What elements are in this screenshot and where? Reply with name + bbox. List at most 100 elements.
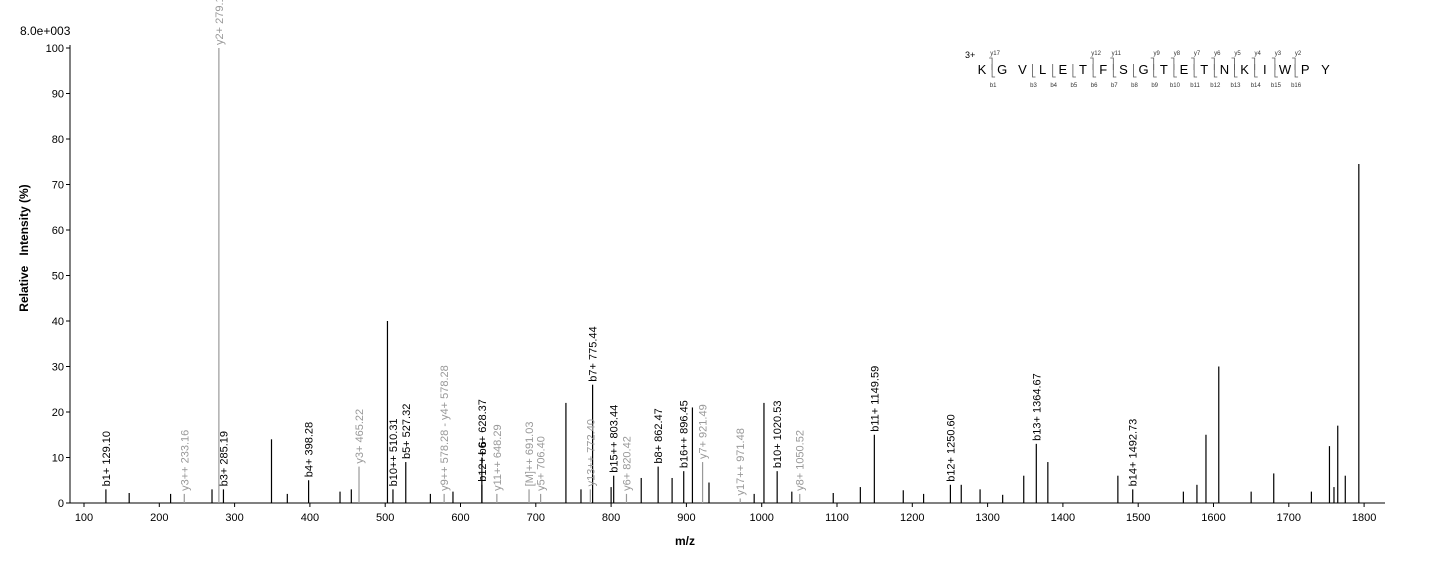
x-tick-label: 100 (75, 512, 93, 524)
peak-label: b5+ 527.32 (401, 404, 413, 459)
y-axis-title: Relative Intensity (%) (17, 184, 31, 311)
peak-label: y11++ 648.29 (492, 424, 504, 490)
peak-label: b1+ 129.10 (101, 431, 113, 486)
sequence-residue: V (1018, 62, 1027, 77)
peak-labels: b1+ 129.10 y3++ 233.16 y2+ 279.13 b3+ 285.1… (101, 0, 1140, 495)
sequence-residue: K (978, 62, 987, 77)
b-ion-label: b12 (1210, 83, 1221, 89)
peak-label: y5+ 706.40 (536, 436, 548, 491)
peak-label: b7+ 775.44 (588, 326, 600, 381)
y-ion-bracket (1090, 57, 1094, 70)
y-ion-bracket (1211, 57, 1215, 70)
sequence-residue: G (1139, 62, 1149, 77)
peak-label: b3+ 285.19 (218, 431, 230, 486)
peak-label: y3+ 465.22 (354, 409, 366, 464)
y-ion-label: y9 (1154, 51, 1161, 57)
b-ion-bracket (1052, 64, 1056, 78)
x-tick-label: 1500 (1126, 512, 1150, 524)
peak-label: y13++ 772.40 (585, 419, 597, 486)
y-ion-bracket (1170, 57, 1175, 70)
peak-label: b16++ 896.45 (679, 400, 691, 468)
peak-label: b14+ 1492.73 (1128, 419, 1140, 487)
peak-label: b10++ 510.31 (388, 418, 400, 486)
b-ion-label: b10 (1170, 83, 1181, 89)
y-tick-label: 40 (52, 316, 64, 328)
y-ion-label: y3 (1275, 51, 1282, 57)
sequence-residue: G (997, 62, 1007, 77)
peak-label: b12+ 1250.60 (945, 414, 957, 482)
x-axis-title: m/z (675, 534, 695, 548)
y-tick-label: 0 (58, 498, 64, 510)
x-tick-label: 900 (677, 512, 695, 524)
b-ion-bracket (1234, 64, 1238, 78)
peaks (105, 48, 1360, 503)
y-tick-label: 70 (52, 180, 64, 192)
sequence-residue: T (1200, 62, 1208, 77)
x-tick-label: 300 (225, 512, 243, 524)
y-tick-label: 10 (52, 453, 64, 465)
sequence-residue: W (1279, 62, 1292, 77)
y-tick-label: 100 (46, 43, 64, 55)
peak-label: b12++ 6 (477, 441, 489, 481)
b-ion-bracket (1173, 64, 1177, 78)
y-ion-label: y12 (1091, 51, 1101, 57)
x-tick-label: 700 (527, 512, 545, 524)
sequence-residue: F (1099, 62, 1107, 77)
x-tick-label: 800 (602, 512, 620, 524)
peak-label: b11+ 1149.59 (869, 366, 881, 432)
b-ion-bracket (991, 64, 996, 78)
b-ion-bracket (1153, 64, 1157, 78)
y-ion-label: y4 (1255, 51, 1262, 57)
peak-label: y17++ 971.48 (735, 428, 747, 495)
sequence-residue: T (1079, 62, 1087, 77)
x-tick-label: 200 (150, 512, 168, 524)
b-ion-label: b3 (1030, 83, 1037, 89)
b-ion-bracket (1112, 64, 1117, 78)
peak-label: b6+ 628.37 (477, 399, 489, 454)
b-ion-label: b8 (1131, 83, 1138, 89)
sequence-residue: E (1180, 62, 1189, 77)
y-ion-bracket (989, 57, 993, 70)
b-ion-label: b7 (1111, 83, 1118, 89)
x-tick-label: 1400 (1051, 512, 1075, 524)
x-tick-label: 500 (376, 512, 394, 524)
peak-label: y6+ 820.42 (621, 436, 633, 491)
peak-label: b4+ 398.28 (304, 422, 316, 477)
x-tick-label: 400 (301, 512, 319, 524)
sequence-residue: N (1220, 62, 1229, 77)
x-ticks: 100 200 300 400 500 600 700 800 900 1000 1100 1200 1… (75, 503, 1376, 524)
y-tick-label: 30 (52, 362, 64, 374)
sequence-residue: K (1240, 62, 1249, 77)
x-tick-label: 1100 (825, 512, 849, 524)
peak-label: b10+ 1020.53 (772, 401, 784, 469)
b-ion-label: b15 (1271, 83, 1282, 89)
y-tick-label: 20 (52, 407, 64, 419)
b-ion-bracket (1072, 64, 1076, 78)
sequence-residue: L (1039, 62, 1046, 77)
axes-layer (69, 45, 1385, 504)
b-ion-label: b14 (1251, 83, 1262, 89)
x-tick-label: 1600 (1201, 512, 1225, 524)
peak-label: y9++ 578.28 - y4+ 578.28 (439, 365, 451, 491)
sequence-residue: E (1058, 62, 1067, 77)
peak-label: b13+ 1364.67 (1031, 373, 1043, 441)
b-ion-label: b5 (1071, 83, 1078, 89)
y-ion-bracket (1292, 57, 1296, 70)
b-ion-bracket (1213, 64, 1218, 78)
peak-label: b15++ 803.44 (609, 405, 621, 473)
y-ion-bracket (1271, 57, 1276, 70)
b-ion-bracket (1294, 64, 1299, 78)
peak-label: b8+ 862.47 (653, 408, 665, 463)
b-ion-label: b11 (1190, 83, 1200, 89)
y-ion-label: y7 (1194, 51, 1201, 57)
x-tick-label: 1800 (1352, 512, 1376, 524)
b-ion-bracket (1092, 64, 1097, 78)
x-tick-label: 1300 (975, 512, 999, 524)
y-ion-label: y5 (1234, 51, 1241, 57)
b-ion-label: b9 (1151, 83, 1158, 89)
b-ion-label: b4 (1050, 83, 1057, 89)
y-tick-label: 50 (52, 271, 64, 283)
sequence-residue: T (1160, 62, 1168, 77)
b-ion-label: b6 (1091, 83, 1098, 89)
